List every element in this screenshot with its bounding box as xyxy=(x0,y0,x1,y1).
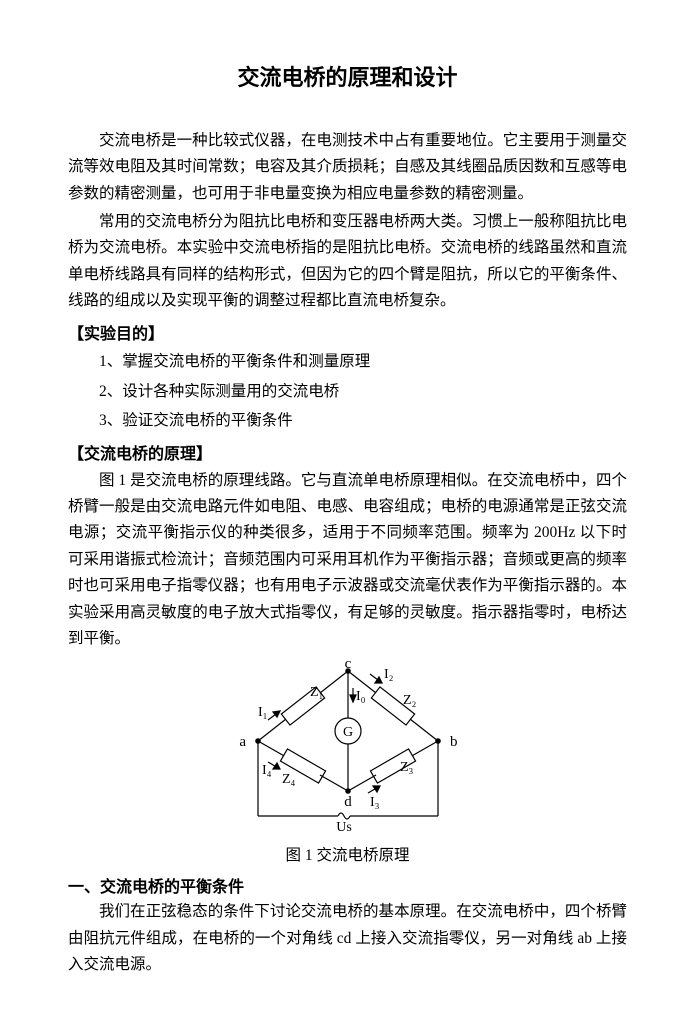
intro-paragraph-2: 常用的交流电桥分为阻抗比电桥和变压器电桥两大类。习惯上一般称阻抗比电桥为交流电桥… xyxy=(68,209,627,314)
figure-1-caption: 图 1 交流电桥原理 xyxy=(68,843,627,865)
goal-item-3: 3、验证交流电桥的平衡条件 xyxy=(99,407,627,434)
subsection-heading-balance: 一、交流电桥的平衡条件 xyxy=(68,873,627,897)
z4-label: Z₄ xyxy=(282,772,296,787)
page-title: 交流电桥的原理和设计 xyxy=(68,60,627,92)
section-heading-goal: 【实验目的】 xyxy=(68,320,627,344)
bridge-circuit-diagram: a b c d G Us Z₁ Z₂ Z₃ Z₄ I₁ I₂ I₃ I₄ I₀ xyxy=(198,656,498,836)
z2-label: Z₂ xyxy=(403,693,417,708)
i3-label: I₃ xyxy=(370,795,380,810)
i1-label: I₁ xyxy=(258,705,268,720)
node-b-label: b xyxy=(450,734,458,750)
node-d-label: d xyxy=(344,794,352,810)
document-page: 交流电桥的原理和设计 交流电桥是一种比较式仪器，在电测技术中占有重要地位。它主要… xyxy=(0,0,695,1020)
goal-item-2: 2、设计各种实际测量用的交流电桥 xyxy=(99,378,627,405)
i0-label: I₀ xyxy=(356,689,366,704)
intro-paragraph-1: 交流电桥是一种比较式仪器，在电测技术中占有重要地位。它主要用于测量交流等效电阻及… xyxy=(68,128,627,207)
principle-paragraph-1: 图 1 是交流电桥的原理线路。它与直流单电桥原理相似。在交流电桥中，四个桥臂一般… xyxy=(68,468,627,652)
node-c-label: c xyxy=(344,656,351,672)
section-heading-principle: 【交流电桥的原理】 xyxy=(68,440,627,464)
i2-label: I₂ xyxy=(384,667,394,682)
balance-paragraph-1: 我们在正弦稳态的条件下讨论交流电桥的基本原理。在交流电桥中，四个桥臂由阻抗元件组… xyxy=(68,899,627,978)
figure-1: a b c d G Us Z₁ Z₂ Z₃ Z₄ I₁ I₂ I₃ I₄ I₀ … xyxy=(68,656,627,865)
i4-label: I₄ xyxy=(262,763,272,778)
goal-item-1: 1、掌握交流电桥的平衡条件和测量原理 xyxy=(99,348,627,375)
node-a-label: a xyxy=(239,734,246,750)
galvanometer-label: G xyxy=(342,725,352,740)
z1-label: Z₁ xyxy=(310,685,323,700)
z3-label: Z₃ xyxy=(400,760,414,775)
source-label: Us xyxy=(336,820,352,835)
